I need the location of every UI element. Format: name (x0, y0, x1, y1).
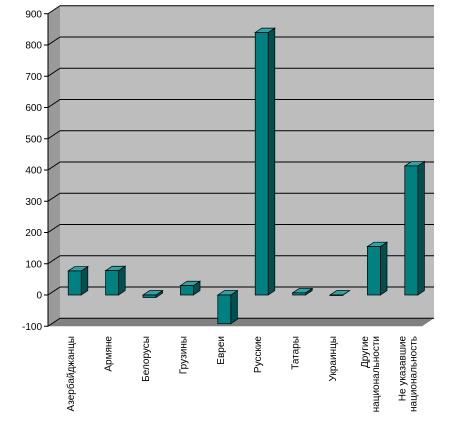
bar-side (118, 265, 126, 296)
y-tick-label: 100 (25, 259, 42, 270)
bar (141, 289, 164, 299)
bar-side (380, 241, 388, 296)
y-tick-label: 800 (25, 41, 42, 52)
bar-front (105, 270, 119, 296)
x-tick-label-line: Не указавшие (397, 336, 408, 402)
y-tick-label: 600 (25, 103, 42, 114)
bar-front (404, 165, 419, 296)
bars (67, 27, 426, 325)
x-tick-label-line: Русские (253, 336, 264, 374)
bar (291, 287, 314, 296)
x-tick-label: Азербайджанцы (65, 336, 77, 411)
y-tick-label: 0 (36, 291, 42, 302)
gridline-side (47, 161, 61, 171)
x-tick-label-line: Азербайджанцы (65, 336, 77, 411)
y-tick-label: 300 (25, 197, 42, 208)
gridline-side (47, 99, 61, 108)
gridline-side (47, 317, 61, 327)
floor (48, 318, 434, 327)
gridline-side (47, 36, 61, 46)
bar-front (367, 246, 381, 296)
bar-front (67, 270, 82, 296)
y-tick-label: 700 (25, 72, 42, 83)
bar-side (417, 160, 425, 296)
gridline-side (47, 130, 61, 140)
gridline-side (47, 192, 61, 202)
y-tick-label: 500 (25, 134, 42, 145)
gridline-side (47, 286, 61, 296)
x-tick-label-line: Армяне (104, 336, 115, 372)
x-tick-label: Украинцы (328, 336, 339, 381)
gridline-side (47, 255, 61, 265)
bar (366, 241, 389, 296)
x-tick-label: Белорусы (141, 336, 152, 382)
bar (254, 27, 276, 296)
y-tick-label: 400 (25, 166, 42, 177)
y-tick-label: 200 (25, 228, 42, 239)
bar (403, 160, 426, 296)
bar-front (217, 294, 232, 325)
x-tick-label: Евреи (216, 336, 227, 365)
x-tick-label-line: национальности (371, 336, 382, 412)
bar-front (142, 294, 157, 298)
bar-front (292, 292, 306, 296)
y-axis-ticks: -100 0 100 200 300 400 500 600 700 800 900 (22, 9, 42, 333)
x-tick-label-line: Украинцы (328, 336, 339, 381)
x-axis-labels: Азербайджанцы Армяне Белорусы Грузины Евреи Р… (65, 336, 419, 413)
bar-front (180, 285, 194, 296)
x-tick-label: Татары (291, 336, 302, 370)
gridline-side (47, 224, 61, 233)
bar (104, 265, 127, 296)
y-tick-label: 900 (25, 9, 42, 20)
bar-side (230, 289, 238, 325)
bar (216, 289, 239, 325)
x-tick-label: Русские (253, 336, 264, 374)
x-tick-label-line: Евреи (216, 336, 227, 365)
x-tick-label-line: национальность (408, 336, 419, 412)
gridline-side (47, 67, 61, 77)
x-tick-label-line: Грузины (178, 336, 189, 374)
bar-side (267, 27, 276, 296)
bar-front (254, 32, 269, 296)
x-tick-label-line: Другие (360, 336, 371, 368)
gridline-side (47, 5, 61, 15)
x-tick-label: Другиенациональности (360, 336, 382, 413)
x-tick-label: Не указавшиенациональность (397, 336, 419, 412)
bar (179, 280, 202, 296)
x-tick-label-line: Татары (291, 336, 302, 370)
x-tick-label: Армяне (104, 336, 115, 372)
bar (328, 290, 351, 296)
x-tick-label: Грузины (178, 336, 189, 374)
x-tick-label-line: Белорусы (141, 336, 152, 382)
y-tick-label: -100 (22, 322, 42, 333)
bar-front (329, 294, 344, 296)
bar (67, 265, 89, 296)
bar-side (80, 265, 89, 296)
